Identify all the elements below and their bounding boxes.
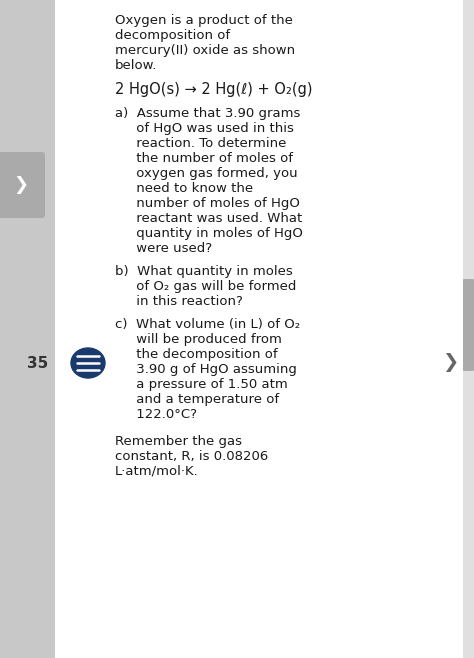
Text: ❯: ❯ (442, 353, 458, 372)
Text: 2 HgO(s) → 2 Hg(ℓ) + O₂(g): 2 HgO(s) → 2 Hg(ℓ) + O₂(g) (115, 82, 312, 97)
Text: were used?: were used? (115, 242, 212, 255)
Text: c)  What volume (in L) of O₂: c) What volume (in L) of O₂ (115, 318, 300, 331)
Text: a)  Assume that 3.90 grams: a) Assume that 3.90 grams (115, 107, 301, 120)
FancyBboxPatch shape (0, 0, 55, 658)
Text: mercury(II) oxide as shown: mercury(II) oxide as shown (115, 44, 295, 57)
Text: Oxygen is a product of the: Oxygen is a product of the (115, 14, 293, 27)
FancyBboxPatch shape (463, 279, 474, 371)
Text: 3.90 g of HgO assuming: 3.90 g of HgO assuming (115, 363, 297, 376)
Text: 122.0°C?: 122.0°C? (115, 408, 197, 421)
Text: will be produced from: will be produced from (115, 333, 282, 346)
Ellipse shape (71, 348, 105, 378)
Text: and a temperature of: and a temperature of (115, 393, 279, 406)
FancyBboxPatch shape (55, 0, 474, 658)
FancyBboxPatch shape (0, 152, 45, 218)
Text: Remember the gas: Remember the gas (115, 435, 242, 448)
Text: ❯: ❯ (13, 176, 28, 194)
Text: L·atm/mol·K.: L·atm/mol·K. (115, 465, 199, 478)
Text: quantity in moles of HgO: quantity in moles of HgO (115, 227, 303, 240)
Text: constant, R, is 0.08206: constant, R, is 0.08206 (115, 450, 268, 463)
Text: the number of moles of: the number of moles of (115, 152, 293, 165)
Text: of HgO was used in this: of HgO was used in this (115, 122, 294, 135)
Text: the decomposition of: the decomposition of (115, 348, 278, 361)
Text: decomposition of: decomposition of (115, 29, 230, 42)
Text: number of moles of HgO: number of moles of HgO (115, 197, 300, 210)
Text: in this reaction?: in this reaction? (115, 295, 243, 308)
Text: of O₂ gas will be formed: of O₂ gas will be formed (115, 280, 296, 293)
Text: oxygen gas formed, you: oxygen gas formed, you (115, 167, 298, 180)
Text: need to know the: need to know the (115, 182, 253, 195)
Text: below.: below. (115, 59, 157, 72)
FancyBboxPatch shape (463, 0, 474, 658)
Text: reactant was used. What: reactant was used. What (115, 212, 302, 225)
Text: a pressure of 1.50 atm: a pressure of 1.50 atm (115, 378, 288, 391)
Text: 35: 35 (27, 355, 49, 370)
Text: reaction. To determine: reaction. To determine (115, 137, 286, 150)
Text: b)  What quantity in moles: b) What quantity in moles (115, 265, 293, 278)
